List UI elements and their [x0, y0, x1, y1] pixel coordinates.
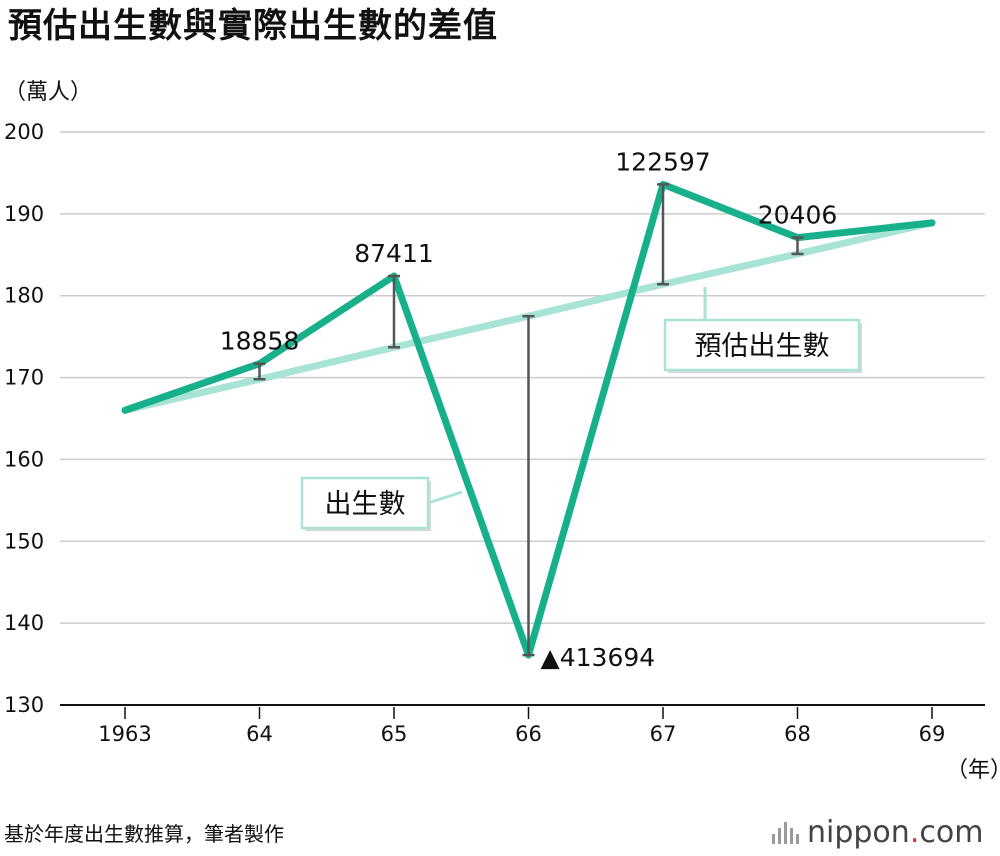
callout-box: [663, 318, 861, 372]
x-tick-label: 65: [381, 722, 408, 746]
x-tick-label: 69: [919, 722, 946, 746]
x-axis-unit: （年）: [946, 758, 1000, 783]
difference-label: ▲413694: [541, 643, 656, 672]
grid-lines: 130 140 150 160 170 180 190 200: [4, 120, 985, 717]
y-axis-unit: （萬人）: [4, 80, 93, 105]
series-callouts: 出生數 預估出生數: [300, 287, 862, 531]
difference-label: 122597: [615, 147, 710, 176]
callout-estimate: 預估出生數: [663, 287, 862, 373]
chart-title: 預估出生數與實際出生數的差值: [8, 6, 498, 46]
callout-box: [300, 476, 430, 530]
x-tick-label: 66: [515, 722, 542, 746]
y-tick-label: 160: [4, 447, 44, 471]
x-tick-label: 68: [784, 722, 811, 746]
y-tick-label: 130: [4, 693, 44, 717]
difference-label: 87411: [354, 239, 434, 268]
difference-label: 20406: [758, 201, 838, 230]
x-tick-label: 64: [246, 722, 273, 746]
source-note: 基於年度出生數推算，筆者製作: [4, 822, 284, 846]
nippon-logo: nippon. com: [772, 812, 998, 852]
y-tick-label: 180: [4, 284, 44, 308]
y-tick-label: 170: [4, 366, 44, 390]
y-tick-label: 190: [4, 202, 44, 226]
logo-bars-icon: [772, 820, 799, 844]
callout-pointer: [427, 490, 463, 505]
y-tick-label: 140: [4, 611, 44, 635]
difference-markers: [253, 183, 804, 657]
callout-label: 出生數: [325, 489, 406, 520]
x-axis: 1963 64 65 66 67 68 69: [98, 707, 945, 746]
callout-births: 出生數: [300, 476, 463, 531]
difference-label: 18858: [220, 327, 300, 356]
logo-name: nippon: [807, 814, 910, 850]
y-tick-label: 200: [4, 120, 44, 144]
logo-tld: com: [919, 814, 984, 850]
x-tick-label: 1963: [98, 722, 151, 746]
x-tick-label: 67: [650, 722, 677, 746]
callout-label: 預估出生數: [695, 331, 830, 362]
y-tick-label: 150: [4, 529, 44, 553]
data-labels: 18858 87411 ▲413694 122597 20406: [220, 147, 838, 672]
logo-dot: .: [909, 814, 920, 850]
